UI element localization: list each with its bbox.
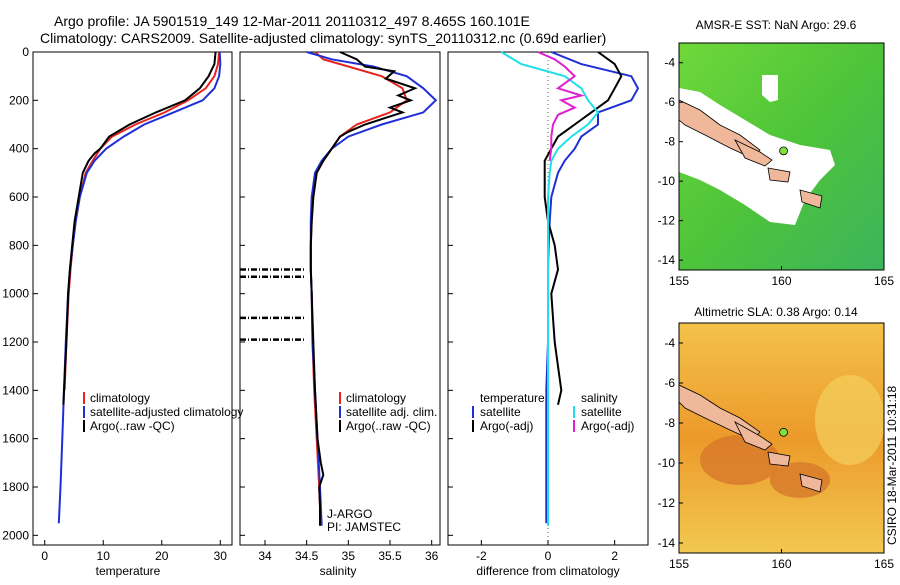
difference-series-2: [500, 51, 600, 526]
salinity-x-tick-label: 34: [258, 549, 272, 563]
legend-label-salt-satellite: satellite: [581, 405, 622, 419]
sst-island-4: [799, 189, 823, 209]
salinity-legend: climatology satellite adj. clim. Argo(..…: [339, 391, 437, 433]
depth-tick-label: 1800: [2, 480, 29, 494]
difference-xlabel: difference from climatology: [476, 564, 619, 578]
depth-tick-label: 1200: [2, 335, 29, 349]
sst-map-ticks: 155 160 165 -4 -6 -8 -10 -12 -14: [658, 56, 895, 288]
sst-missing-patch: [762, 75, 778, 102]
depth-axis: 0 200 400 600 800 1000 1200 1400 1600 1800 2000: [2, 45, 453, 542]
difference-x-tick-label: 0: [545, 549, 552, 563]
temperature-lines: [57, 51, 222, 524]
sla-map-x-tick-label: 160: [771, 557, 791, 571]
sla-heatmap: [679, 323, 884, 553]
sst-map-y-tick-label: -12: [658, 214, 676, 228]
sst-island-3: [767, 167, 791, 183]
sst-island-2: [734, 139, 773, 167]
salinity-xlabel: salinity: [320, 564, 357, 578]
legend-label-argo: Argo(..raw -QC): [90, 419, 175, 433]
sla-map-x-tick-label: 165: [874, 557, 894, 571]
legend-label-temp-argo: Argo(-adj): [480, 419, 533, 433]
sla-island-3: [767, 451, 791, 467]
salinity-series-0: [309, 51, 408, 526]
difference-series-0: [545, 51, 640, 524]
legend-label-temp-satellite: satellite: [480, 405, 521, 419]
legend-label-climatology: climatology: [90, 391, 150, 405]
sla-map-y-tick-label: -6: [664, 376, 675, 390]
difference-legend: temperature satellite Argo(-adj) salinit…: [472, 391, 634, 433]
depth-tick-label: 1400: [2, 383, 29, 397]
depth-tick-label: 800: [9, 238, 29, 252]
sst-heatmap: [679, 43, 884, 270]
sst-map-x-tick-label: 165: [874, 274, 894, 288]
sla-map-y-tick-label: -4: [664, 336, 675, 350]
legend-label-satellite: satellite adj. clim.: [346, 405, 437, 419]
difference-x-tick-label: -2: [476, 549, 487, 563]
temperature-series-2: [62, 51, 217, 405]
jargo-note: J-ARGO: [327, 507, 372, 521]
temperature-panel-frame: [32, 51, 233, 546]
difference-series-1: [543, 51, 623, 406]
sst-map-title: AMSR-E SST: NaN Argo: 29.6: [696, 18, 857, 32]
sla-island-4: [799, 473, 823, 493]
difference-series-3: [537, 51, 586, 161]
sst-map-y-tick-label: -6: [664, 95, 675, 109]
depth-tick-label: 200: [9, 93, 29, 107]
legend-label-satellite: satellite-adjusted climatology: [90, 405, 243, 419]
temperature-xlabel: temperature: [96, 564, 161, 578]
legend-title-salinity: salinity: [581, 391, 618, 405]
sst-map-y-tick-label: -4: [664, 56, 675, 70]
header-line-1: Argo profile: JA 5901519_149 12-Mar-2011…: [54, 13, 530, 29]
salinity-x-ticks: 34 34.5 35 35.5 36: [258, 540, 439, 563]
sst-argo-position-marker: [779, 146, 788, 156]
temperature-x-tick-label: 10: [97, 549, 111, 563]
depth-tick-label: 1000: [2, 287, 29, 301]
difference-lines: [500, 51, 640, 526]
salinity-series-2: [309, 51, 418, 526]
difference-x-ticks: -2 0 2: [476, 540, 618, 563]
legend-label-climatology: climatology: [346, 391, 406, 405]
temperature-x-tick-label: 30: [214, 549, 228, 563]
sla-island-2: [734, 421, 773, 451]
sla-map-y-tick-label: -14: [658, 536, 676, 550]
salinity-x-tick-label: 35.5: [378, 549, 402, 563]
temperature-x-ticks: 0 10 20 30: [41, 540, 227, 563]
sla-argo-position-marker: [779, 427, 788, 437]
salinity-x-tick-label: 35: [342, 549, 356, 563]
salinity-qc-flags: [240, 268, 305, 341]
pi-note: PI: JAMSTEC: [327, 520, 401, 534]
difference-x-tick-label: 2: [611, 549, 618, 563]
sla-map-ticks: 155 160 165 -4 -6 -8 -10 -12 -14: [658, 336, 895, 571]
header-line-2: Climatology: CARS2009. Satellite-adjuste…: [40, 30, 606, 46]
salinity-panel-frame: [239, 51, 441, 546]
sla-map-x-tick-label: 155: [669, 557, 689, 571]
sla-map-y-tick-label: -10: [658, 456, 676, 470]
legend-label-argo: Argo(..raw -QC): [346, 419, 431, 433]
csiro-timestamp: CSIRO 18-Mar-2011 10:31:18: [885, 385, 899, 545]
sla-low-blob: [815, 375, 884, 465]
depth-tick-label: 600: [9, 190, 29, 204]
temperature-legend: climatology satellite-adjusted climatolo…: [83, 391, 243, 433]
sst-map-y-tick-label: -10: [658, 174, 676, 188]
legend-label-salt-argo: Argo(-adj): [581, 419, 634, 433]
sla-map-y-tick-label: -12: [658, 496, 676, 510]
sst-map-y-tick-label: -14: [658, 253, 676, 267]
legend-title-temperature: temperature: [480, 391, 545, 405]
sst-map-x-tick-label: 155: [669, 274, 689, 288]
depth-tick-label: 1600: [2, 432, 29, 446]
sla-map-title: Altimetric SLA: 0.38 Argo: 0.14: [694, 305, 858, 319]
depth-tick-label: 0: [22, 45, 29, 59]
sst-map-y-tick-label: -8: [664, 135, 675, 149]
temperature-x-tick-label: 0: [41, 549, 48, 563]
sla-map-y-tick-label: -8: [664, 416, 675, 430]
salinity-lines: [306, 51, 438, 526]
depth-tick-label: 2000: [2, 528, 29, 542]
salinity-x-tick-label: 34.5: [295, 549, 319, 563]
salinity-x-tick-label: 36: [425, 549, 439, 563]
depth-tick-label: 400: [9, 142, 29, 156]
temperature-x-tick-label: 20: [155, 549, 169, 563]
sst-map-x-tick-label: 160: [771, 274, 791, 288]
